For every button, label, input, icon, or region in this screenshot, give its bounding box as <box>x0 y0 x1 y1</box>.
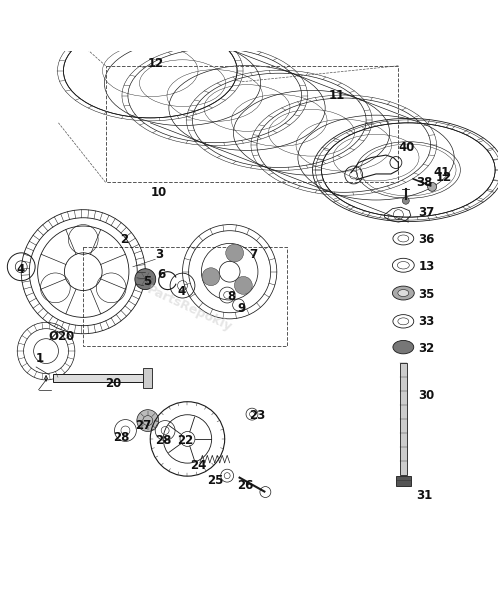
Text: 3: 3 <box>155 248 163 261</box>
Text: 38: 38 <box>416 176 432 189</box>
Bar <box>143 368 152 388</box>
Ellipse shape <box>393 340 414 354</box>
Text: PartsRepokly: PartsRepokly <box>145 283 235 334</box>
Text: 40: 40 <box>398 141 415 154</box>
Bar <box>106 66 398 182</box>
Text: 4: 4 <box>16 263 24 276</box>
Text: 35: 35 <box>418 288 435 301</box>
Circle shape <box>137 410 159 432</box>
Text: 2: 2 <box>120 233 129 246</box>
Text: 13: 13 <box>418 260 435 273</box>
Text: 12: 12 <box>148 57 164 70</box>
Text: 28: 28 <box>155 434 172 447</box>
Text: 26: 26 <box>237 478 253 492</box>
Text: 12: 12 <box>436 171 452 184</box>
Text: 41: 41 <box>433 166 450 179</box>
Text: 6: 6 <box>158 268 166 280</box>
Circle shape <box>226 244 244 262</box>
Text: 7: 7 <box>250 248 257 261</box>
Text: 31: 31 <box>416 489 432 502</box>
Bar <box>396 476 411 486</box>
Text: 1: 1 <box>36 352 44 365</box>
Text: 4: 4 <box>178 285 186 298</box>
Bar <box>83 247 287 346</box>
Text: 10: 10 <box>150 186 167 199</box>
Text: 20: 20 <box>106 377 122 390</box>
Ellipse shape <box>398 289 409 297</box>
Circle shape <box>235 276 252 294</box>
Text: 22: 22 <box>178 434 194 447</box>
Text: 11: 11 <box>329 89 345 102</box>
Circle shape <box>402 197 409 205</box>
Circle shape <box>428 182 437 191</box>
Text: 30: 30 <box>418 389 435 402</box>
Text: 32: 32 <box>418 342 435 355</box>
Ellipse shape <box>135 269 156 289</box>
Text: 36: 36 <box>418 233 435 246</box>
Text: 5: 5 <box>143 275 151 288</box>
Text: 24: 24 <box>190 459 206 472</box>
Text: 28: 28 <box>113 431 129 444</box>
Bar <box>53 374 143 382</box>
Text: 27: 27 <box>135 419 152 432</box>
Circle shape <box>202 268 220 286</box>
Text: 33: 33 <box>418 315 435 328</box>
Ellipse shape <box>392 286 414 300</box>
Bar <box>400 362 407 475</box>
Text: 37: 37 <box>418 206 435 219</box>
Text: Ø20: Ø20 <box>48 329 75 343</box>
Text: 8: 8 <box>227 290 236 303</box>
Text: 25: 25 <box>207 474 224 487</box>
Text: 9: 9 <box>237 303 246 315</box>
Text: 23: 23 <box>250 409 266 422</box>
